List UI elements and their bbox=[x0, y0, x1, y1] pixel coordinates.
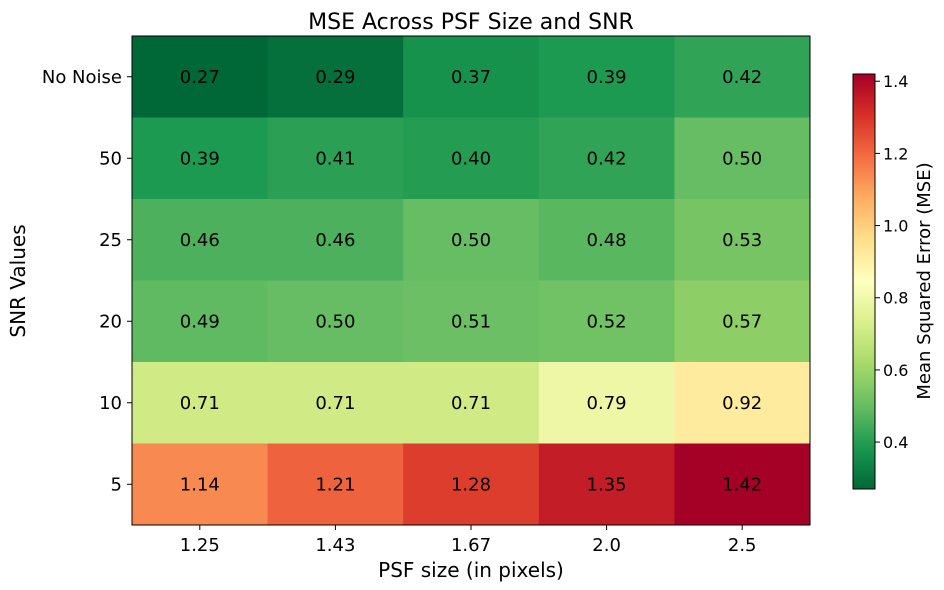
heatmap-cell bbox=[403, 199, 540, 281]
cell-value-label: 0.92 bbox=[722, 393, 762, 414]
cell-value-label: 0.51 bbox=[451, 311, 491, 332]
heatmap-cell bbox=[267, 36, 404, 118]
cell-value-label: 1.28 bbox=[451, 474, 491, 495]
heatmap-cell bbox=[674, 443, 811, 526]
x-axis-label: PSF size (in pixels) bbox=[378, 558, 564, 582]
cell-value-label: 0.46 bbox=[180, 230, 220, 251]
y-tick-label: No Noise bbox=[42, 67, 122, 88]
x-tick-label: 2.0 bbox=[592, 535, 621, 556]
x-tick-label: 2.5 bbox=[728, 535, 757, 556]
colorbar-tick-label: 1.0 bbox=[883, 217, 908, 236]
x-axis-ticks: 1.25 1.43 1.67 2.0 2.5 bbox=[180, 525, 757, 556]
cell-value-label: 0.42 bbox=[722, 67, 762, 88]
heatmap-cell bbox=[538, 199, 675, 281]
y-axis-ticks: No Noise 50 25 20 10 5 bbox=[42, 67, 132, 495]
y-tick-label: 10 bbox=[99, 393, 122, 414]
cell-value-label: 0.39 bbox=[180, 148, 220, 169]
heatmap-cell bbox=[538, 280, 675, 363]
cell-value-label: 1.14 bbox=[180, 474, 220, 495]
chart-title: MSE Across PSF Size and SNR bbox=[308, 10, 634, 35]
cell-value-label: 0.39 bbox=[587, 67, 627, 88]
heatmap-cell bbox=[403, 362, 540, 444]
heatmap-cell bbox=[538, 36, 675, 118]
heatmap-cell bbox=[403, 36, 540, 118]
heatmap-cell bbox=[132, 36, 269, 118]
heatmap-cell bbox=[674, 117, 811, 200]
heatmap-cell bbox=[132, 199, 269, 281]
colorbar bbox=[852, 73, 876, 490]
cell-value-label: 0.53 bbox=[722, 230, 762, 251]
x-tick-label: 1.25 bbox=[180, 535, 220, 556]
heatmap-cell bbox=[132, 443, 269, 526]
heatmap-cell bbox=[403, 280, 540, 363]
cell-value-label: 0.37 bbox=[451, 67, 491, 88]
cell-value-label: 0.49 bbox=[180, 311, 220, 332]
heatmap-cell bbox=[674, 199, 811, 281]
heatmap-cells bbox=[132, 36, 811, 526]
heatmap-cell bbox=[538, 362, 675, 444]
heatmap-cell bbox=[267, 117, 404, 200]
heatmap-cell bbox=[403, 117, 540, 200]
heatmap-cell bbox=[267, 362, 404, 444]
heatmap-cell bbox=[267, 443, 404, 526]
cell-value-label: 1.21 bbox=[315, 474, 355, 495]
x-tick-label: 1.67 bbox=[451, 535, 491, 556]
heatmap-cell bbox=[267, 199, 404, 281]
y-tick-label: 50 bbox=[99, 148, 122, 169]
cell-value-label: 0.71 bbox=[315, 393, 355, 414]
y-axis-label: SNR Values bbox=[6, 224, 30, 337]
heatmap-cell-labels: 0.27 0.29 0.37 0.39 0.42 0.39 0.41 0.40 0.42 0.50… bbox=[180, 67, 762, 496]
colorbar-tick-label: 0.8 bbox=[883, 289, 908, 308]
cell-value-label: 0.46 bbox=[315, 230, 355, 251]
cell-value-label: 0.50 bbox=[722, 148, 762, 169]
cell-value-label: 0.27 bbox=[180, 67, 220, 88]
y-tick-label: 25 bbox=[99, 230, 122, 251]
heatmap-cell bbox=[132, 117, 269, 200]
cell-value-label: 0.42 bbox=[587, 148, 627, 169]
heatmap-cell bbox=[538, 117, 675, 200]
colorbar-tick-label: 0.4 bbox=[883, 433, 908, 452]
y-tick-label: 20 bbox=[99, 311, 122, 332]
heatmap-cell bbox=[132, 362, 269, 444]
cell-value-label: 0.48 bbox=[587, 230, 627, 251]
y-tick-label: 5 bbox=[111, 474, 122, 495]
cell-value-label: 0.29 bbox=[315, 67, 355, 88]
cell-value-label: 0.71 bbox=[180, 393, 220, 414]
heatmap-cell bbox=[267, 280, 404, 363]
colorbar-label: Mean Squared Error (MSE) bbox=[914, 162, 935, 399]
cell-value-label: 1.35 bbox=[587, 474, 627, 495]
heatmap-cell bbox=[674, 362, 811, 444]
heatmap-cell bbox=[674, 36, 811, 118]
cell-value-label: 0.50 bbox=[451, 230, 491, 251]
heatmap-cell bbox=[132, 280, 269, 363]
heatmap-cell bbox=[674, 280, 811, 363]
cell-value-label: 0.57 bbox=[722, 311, 762, 332]
cell-value-label: 0.40 bbox=[451, 148, 491, 169]
x-tick-label: 1.43 bbox=[315, 535, 355, 556]
cell-value-label: 0.71 bbox=[451, 393, 491, 414]
cell-value-label: 0.41 bbox=[315, 148, 355, 169]
colorbar-tick-label: 0.6 bbox=[883, 361, 908, 380]
colorbar-tick-label: 1.2 bbox=[883, 144, 908, 163]
heatmap-cell bbox=[403, 443, 540, 526]
cell-value-label: 0.50 bbox=[315, 311, 355, 332]
heatmap-cell bbox=[538, 443, 675, 526]
cell-value-label: 0.52 bbox=[587, 311, 627, 332]
colorbar-ticks: 0.4 0.6 0.8 1.0 1.2 1.4 bbox=[875, 72, 908, 452]
cell-value-label: 1.42 bbox=[722, 474, 762, 495]
colorbar-tick-label: 1.4 bbox=[883, 72, 908, 91]
cell-value-label: 0.79 bbox=[587, 393, 627, 414]
